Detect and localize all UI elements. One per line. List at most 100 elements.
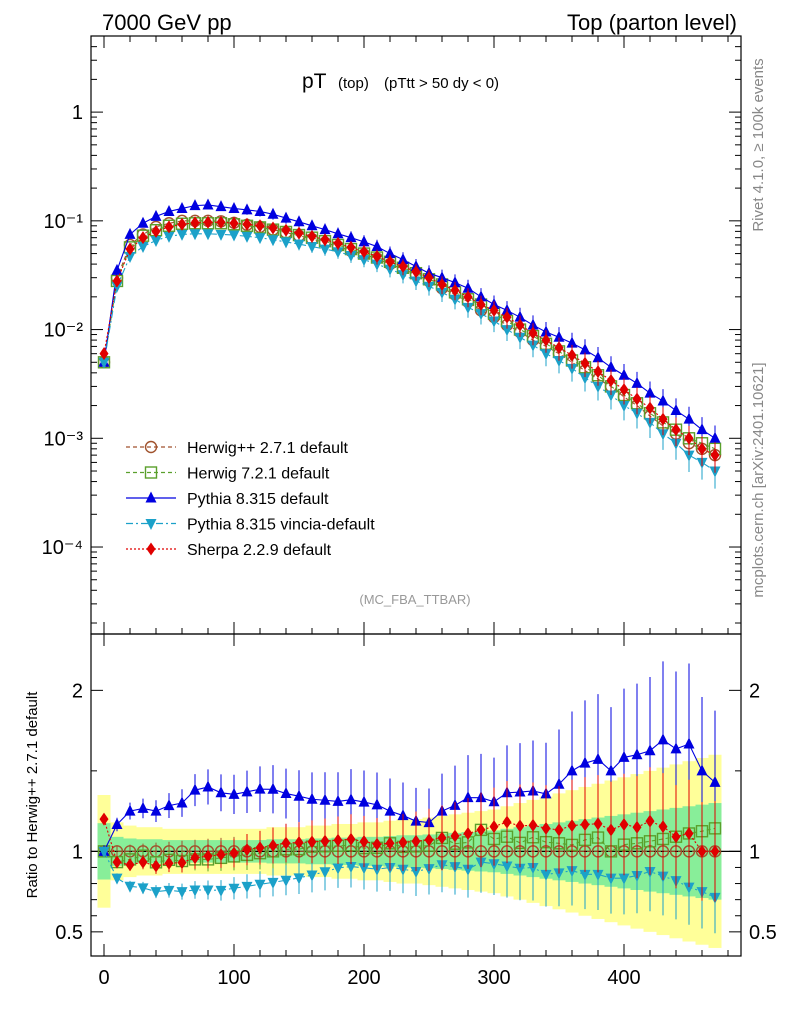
point-sherpa-2-2-9-default (554, 341, 564, 355)
ratio-point-pythia-8-315-default (605, 764, 617, 776)
point-pythia-8-315-default (241, 203, 253, 215)
main-axis-ticks: 1 10⁻¹ 10⁻² 10⁻³ 10⁻⁴ (42, 36, 741, 634)
ratio-point-pythia-8-315-default (696, 764, 708, 776)
ratio-point-sherpa-2-2-9-default (502, 815, 512, 829)
rivet-side-label: Rivet 4.1.0, ≥ 100k events (750, 58, 767, 231)
ratio-point-sherpa-2-2-9-default (151, 859, 161, 873)
ratio-point-pythia-8-315-default (176, 796, 188, 808)
ratio-point-pythia-8-315-default (124, 804, 136, 816)
point-sherpa-2-2-9-default (359, 245, 369, 259)
legend-label: Pythia 8.315 default (187, 491, 329, 508)
ratio-panel: Ratio to Herwig++ 2.7.1 default 0.5 0.5 1 1… (24, 633, 777, 989)
point-pythia-8-315-default (137, 216, 149, 228)
ratio-point-pythia-8-315-default (644, 744, 656, 756)
point-pythia-8-315-default (293, 215, 305, 227)
ratio-point-pythia-8-315-default (631, 748, 643, 760)
ratio-point-sherpa-2-2-9-default (112, 855, 122, 869)
point-sherpa-2-2-9-default (619, 383, 629, 397)
ratio-ytick-label-right: 1 (749, 841, 760, 863)
ratio-point-pythia-8-315-default (670, 742, 682, 754)
point-pythia-8-315-vincia-default (293, 239, 305, 251)
point-sherpa-2-2-9-default (99, 347, 109, 361)
ratio-point-pythia-8-315-vincia-default (540, 869, 552, 881)
ratio-axis-ticks: 0.5 0.5 1 1 2 2 0 100 200 300 400 (55, 634, 777, 989)
ratio-point-pythia-8-315-default (709, 775, 721, 787)
point-pythia-8-315-default (709, 431, 721, 443)
point-sherpa-2-2-9-default (463, 290, 473, 304)
point-pythia-8-315-default (618, 368, 630, 380)
point-sherpa-2-2-9-default (515, 318, 525, 332)
ratio-point-pythia-8-315-vincia-default (267, 877, 279, 889)
legend-marker (146, 542, 156, 556)
point-pythia-8-315-default (254, 204, 266, 216)
point-pythia-8-315-default (189, 199, 201, 211)
point-pythia-8-315-default (644, 386, 656, 398)
point-sherpa-2-2-9-default (437, 277, 447, 291)
point-sherpa-2-2-9-default (541, 333, 551, 347)
ratio-point-pythia-8-315-default (189, 783, 201, 795)
point-pythia-8-315-default (657, 394, 669, 406)
series-line-sherpa-2-2-9-default (103, 221, 716, 456)
point-pythia-8-315-default (124, 227, 136, 239)
point-pythia-8-315-default (371, 240, 383, 252)
main-panel: pT (top) (pTtt > 50 dy < 0) (MC_FBA_TTBA… (42, 35, 742, 635)
legend-label: Sherpa 2.2.9 default (187, 542, 332, 559)
main-title: pT (302, 70, 327, 93)
point-pythia-8-315-default (566, 336, 578, 348)
point-pythia-8-315-vincia-default (345, 250, 357, 262)
point-sherpa-2-2-9-default (346, 240, 356, 254)
point-sherpa-2-2-9-default (216, 215, 226, 229)
ratio-point-pythia-8-315-default (462, 791, 474, 803)
point-pythia-8-315-vincia-default (423, 281, 435, 293)
ratio-point-pythia-8-315-vincia-default (241, 881, 253, 893)
ratio-point-sherpa-2-2-9-default (372, 837, 382, 851)
point-pythia-8-315-default (696, 423, 708, 435)
point-pythia-8-315-default (332, 227, 344, 239)
ratio-point-pythia-8-315-vincia-default (462, 864, 474, 876)
ratio-point-pythia-8-315-default (553, 777, 565, 789)
point-pythia-8-315-vincia-default (215, 229, 227, 241)
ratio-point-sherpa-2-2-9-default (203, 849, 213, 863)
legend-marker (144, 440, 158, 454)
point-pythia-8-315-default (111, 263, 123, 275)
legend: Herwig++ 2.7.1 default Herwig 7.2.1 defau… (126, 440, 375, 559)
point-pythia-8-315-default (553, 330, 565, 342)
point-sherpa-2-2-9-default (151, 224, 161, 238)
point-pythia-8-315-default (267, 207, 279, 219)
point-pythia-8-315-default (345, 231, 357, 243)
ratio-point-sherpa-2-2-9-default (255, 841, 265, 855)
ratio-point-sherpa-2-2-9-default (528, 818, 538, 832)
legend-label: Herwig 7.2.1 default (187, 466, 330, 483)
xtick-label: 300 (477, 967, 510, 989)
point-sherpa-2-2-9-default (203, 215, 213, 229)
point-sherpa-2-2-9-default (476, 298, 486, 312)
ratio-point-pythia-8-315-default (293, 789, 305, 801)
point-pythia-8-315-vincia-default (150, 235, 162, 247)
point-pythia-8-315-vincia-default (228, 230, 240, 242)
point-pythia-8-315-default (384, 247, 396, 259)
ratio-point-sherpa-2-2-9-default (671, 830, 681, 844)
ratio-point-pythia-8-315-vincia-default (137, 883, 149, 895)
point-sherpa-2-2-9-default (138, 231, 148, 245)
point-sherpa-2-2-9-default (593, 365, 603, 379)
point-sherpa-2-2-9-default (307, 229, 317, 243)
point-pythia-8-315-vincia-default (618, 401, 630, 413)
ratio-point-pythia-8-315-default (137, 801, 149, 813)
point-pythia-8-315-default (592, 351, 604, 363)
ratio-point-sherpa-2-2-9-default (320, 834, 330, 848)
point-sherpa-2-2-9-default (502, 310, 512, 324)
point-pythia-8-315-default (280, 211, 292, 223)
series-line-herwig-7-2-1-default (103, 222, 716, 450)
point-pythia-8-315-vincia-default (579, 373, 591, 385)
point-pythia-8-315-default (215, 200, 227, 212)
point-pythia-8-315-vincia-default (319, 244, 331, 256)
point-pythia-8-315-default (176, 201, 188, 213)
point-pythia-8-315-vincia-default (566, 363, 578, 375)
ratio-point-pythia-8-315-default (241, 785, 253, 797)
ratio-point-sherpa-2-2-9-default (593, 817, 603, 831)
point-pythia-8-315-default (670, 404, 682, 416)
ratio-point-sherpa-2-2-9-default (710, 844, 720, 858)
ratio-point-pythia-8-315-vincia-default (358, 863, 370, 875)
main-data-points (97, 198, 722, 489)
